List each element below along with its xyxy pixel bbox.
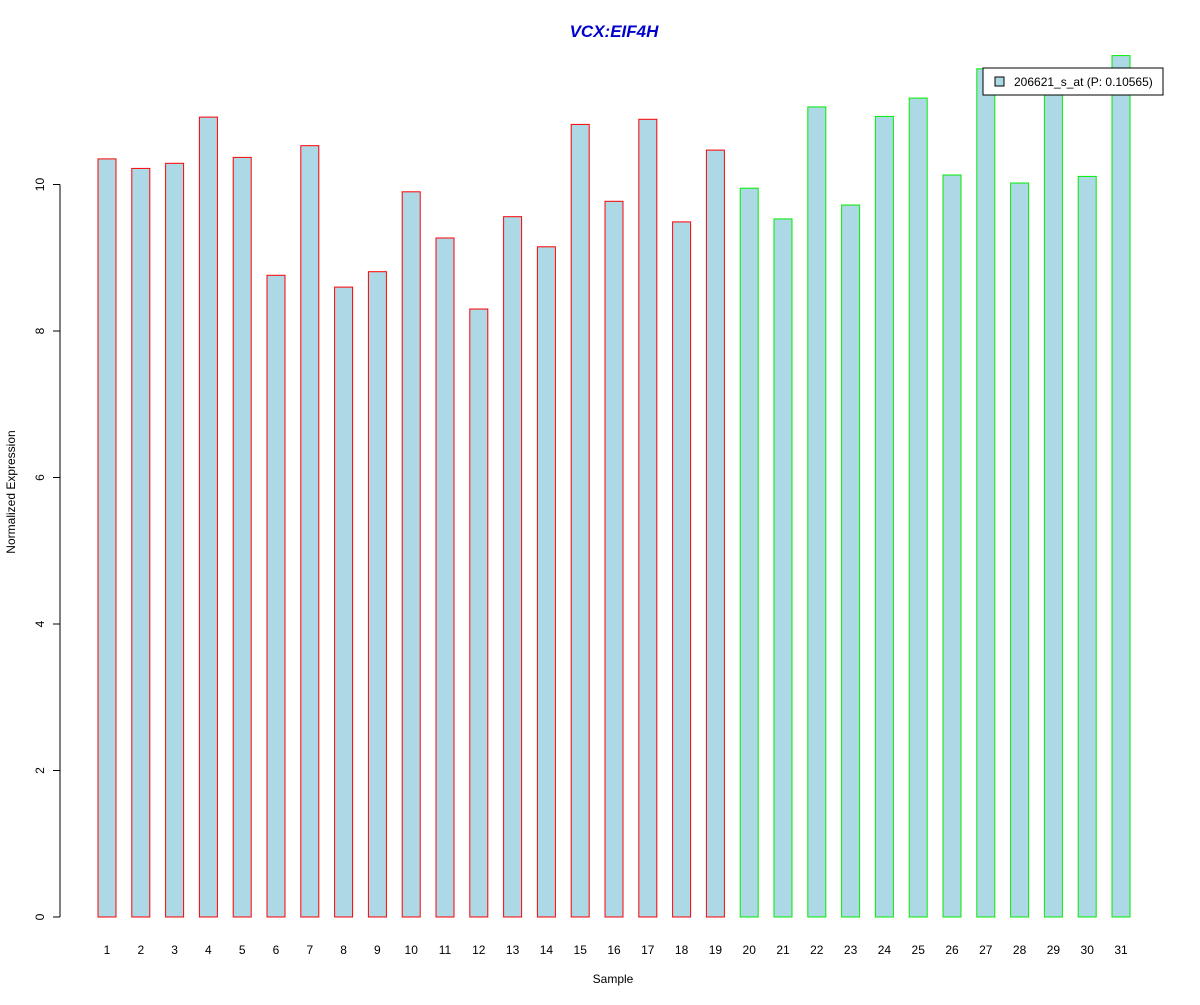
x-tick-label: 21 — [776, 943, 790, 957]
x-tick-label: 15 — [574, 943, 588, 957]
y-tick-label: 4 — [33, 620, 47, 627]
bar-30 — [1077, 175, 1097, 918]
bar-18 — [672, 221, 692, 918]
x-tick-label: 2 — [137, 943, 144, 957]
bar-31 — [1111, 55, 1131, 918]
y-axis: 0 2 4 6 8 10 — [33, 178, 61, 920]
bar-3 — [165, 162, 185, 918]
bar-11 — [435, 237, 455, 918]
x-tick-label: 31 — [1114, 943, 1128, 957]
x-tick-label: 6 — [273, 943, 280, 957]
x-tick-labels: 1 2 3 4 5 6 7 8 9 10 11 12 13 14 15 16 17 18 19 20 21 22 23 24 2… — [104, 943, 1128, 957]
legend-swatch — [994, 76, 1005, 87]
bar-2 — [131, 167, 151, 918]
bar-19 — [705, 149, 725, 918]
y-tick-label: 10 — [33, 178, 47, 192]
x-tick-label: 27 — [979, 943, 993, 957]
bar-5 — [232, 156, 252, 918]
x-tick-label: 11 — [439, 943, 452, 957]
bar-13 — [503, 216, 523, 918]
bar-7 — [300, 145, 320, 918]
x-tick-label: 17 — [641, 943, 655, 957]
bar-12 — [469, 308, 489, 918]
x-tick-label: 26 — [945, 943, 959, 957]
y-axis-label: Normalized Expression — [4, 430, 18, 553]
bar-1 — [97, 158, 117, 918]
legend-label: 206621_s_at (P: 0.10565) — [1014, 75, 1153, 89]
y-tick-label: 6 — [33, 474, 47, 481]
x-tick-label: 8 — [340, 943, 347, 957]
y-tick-label: 0 — [33, 913, 47, 920]
bar-29 — [1043, 81, 1063, 918]
x-tick-label: 28 — [1013, 943, 1027, 957]
bar-14 — [536, 246, 556, 918]
bar-8 — [334, 286, 354, 918]
x-tick-label: 14 — [540, 943, 554, 957]
bar-16 — [604, 200, 624, 918]
bar-24 — [874, 115, 894, 918]
legend-box — [982, 67, 1164, 96]
x-tick-label: 24 — [878, 943, 892, 957]
legend: 206621_s_at (P: 0.10565) — [982, 67, 1164, 96]
x-tick-label: 5 — [239, 943, 246, 957]
bar-21 — [773, 218, 793, 918]
bar-25 — [908, 97, 928, 918]
bar-9 — [367, 271, 387, 918]
x-tick-label: 13 — [506, 943, 520, 957]
bars-group — [97, 55, 1131, 918]
x-tick-label: 1 — [104, 943, 111, 957]
x-tick-label: 19 — [709, 943, 723, 957]
y-tick-label: 2 — [33, 767, 47, 774]
bar-17 — [638, 118, 658, 918]
x-tick-label: 16 — [607, 943, 621, 957]
bar-26 — [942, 174, 962, 918]
bar-27 — [976, 68, 996, 918]
bar-22 — [807, 106, 827, 918]
bar-28 — [1010, 182, 1030, 918]
bar-4 — [198, 116, 218, 918]
x-tick-label: 12 — [472, 943, 486, 957]
bar-10 — [401, 191, 421, 918]
x-tick-label: 7 — [306, 943, 313, 957]
bar-6 — [266, 274, 286, 918]
bar-23 — [841, 204, 861, 918]
x-tick-label: 25 — [912, 943, 926, 957]
x-tick-label: 20 — [743, 943, 757, 957]
x-tick-label: 10 — [405, 943, 419, 957]
x-tick-label: 29 — [1047, 943, 1061, 957]
x-tick-label: 23 — [844, 943, 858, 957]
x-tick-label: 22 — [810, 943, 824, 957]
bar-20 — [739, 187, 759, 918]
x-tick-label: 30 — [1081, 943, 1095, 957]
x-tick-label: 9 — [374, 943, 381, 957]
x-axis-label: Sample — [593, 972, 634, 986]
bar-15 — [570, 123, 590, 918]
y-tick-label: 8 — [33, 327, 47, 334]
x-tick-label: 18 — [675, 943, 689, 957]
x-tick-label: 3 — [171, 943, 178, 957]
x-tick-label: 4 — [205, 943, 212, 957]
chart-title: VCX:EIF4H — [570, 22, 660, 41]
